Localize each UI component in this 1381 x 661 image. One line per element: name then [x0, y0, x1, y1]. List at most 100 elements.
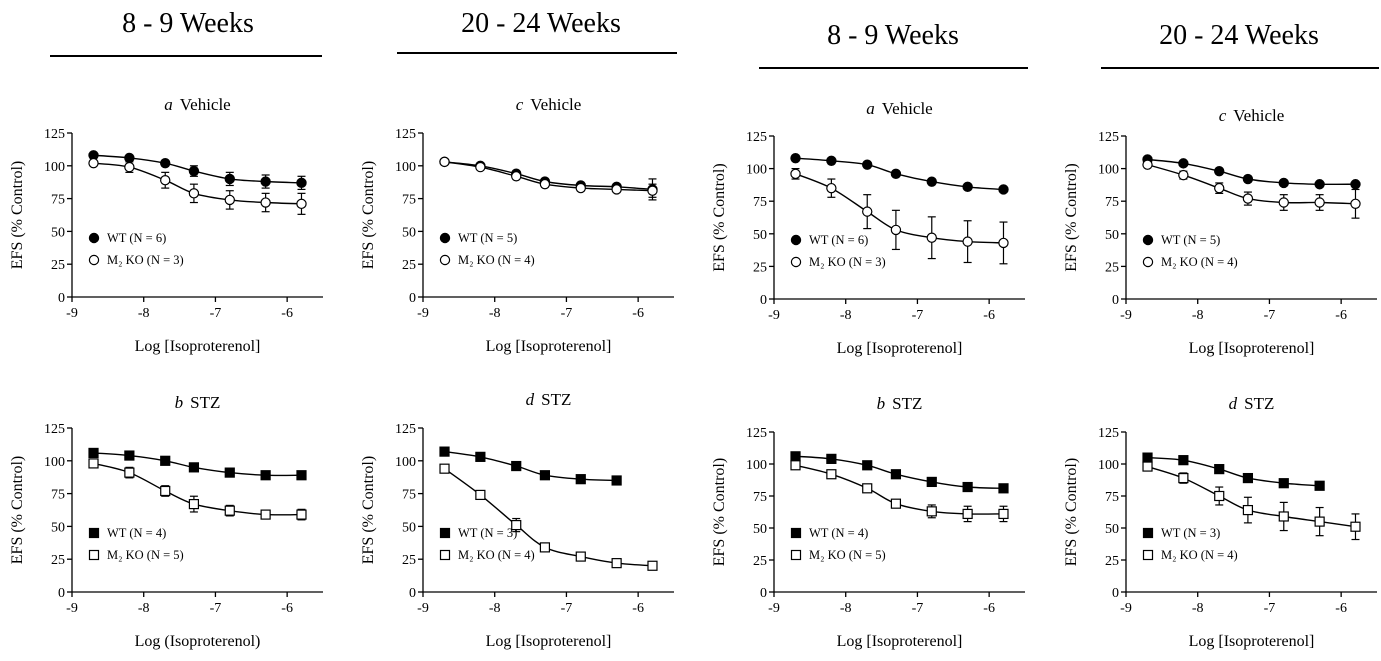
data-point [296, 509, 307, 520]
x-axis-label: Log [Isoproterenol] [486, 338, 612, 355]
data-point [439, 463, 450, 474]
data-point [539, 178, 551, 190]
series [790, 460, 1009, 523]
data-point [1142, 527, 1154, 539]
series [88, 157, 307, 215]
data-point [224, 467, 235, 478]
panel-letter: a [164, 95, 173, 114]
panel-title: STZ [541, 390, 571, 409]
y-tick-label: 75 [402, 193, 416, 208]
data-point [611, 558, 622, 569]
column-header: 8 - 9 Weeks [827, 20, 959, 51]
y-tick-label: 0 [409, 586, 416, 601]
y-tick-label: 0 [1112, 293, 1119, 308]
y-tick-label: 50 [51, 520, 65, 535]
data-point [475, 489, 486, 501]
panel-letter: c [516, 95, 524, 114]
data-point [1142, 452, 1153, 463]
x-tick-label: -8 [1192, 601, 1204, 616]
y-tick-label: 25 [51, 553, 65, 568]
panel-title: STZ [1244, 394, 1274, 413]
data-point [647, 185, 658, 196]
data-point [962, 508, 973, 520]
x-tick-label: -9 [66, 306, 78, 321]
x-tick-label: -6 [983, 601, 995, 616]
data-point [439, 527, 451, 539]
y-tick-label: 50 [753, 228, 767, 243]
data-point [88, 458, 99, 469]
data-point [790, 256, 802, 268]
series [1142, 452, 1325, 491]
series [790, 168, 1009, 265]
y-tick-label: 100 [1098, 458, 1119, 473]
data-point [1142, 234, 1154, 246]
data-point [926, 232, 937, 243]
data-point [188, 498, 200, 510]
data-point [998, 237, 1009, 249]
y-tick-label: 25 [402, 258, 416, 273]
panel-title: STZ [892, 394, 922, 413]
y-tick-label: 75 [753, 490, 767, 505]
y-axis-label: EFS (% Control) [9, 456, 26, 564]
data-point [88, 157, 99, 169]
data-point [1142, 549, 1154, 561]
data-point [511, 171, 522, 182]
legend-item: M₂ KO (N = 5) [790, 548, 886, 562]
y-tick-label: 25 [402, 553, 416, 568]
panel-title: STZ [190, 393, 220, 412]
data-point [160, 157, 171, 169]
data-point [826, 469, 837, 480]
data-point [88, 527, 100, 539]
data-point [160, 455, 171, 466]
data-point [439, 549, 451, 561]
legend-label: M₂ KO (N = 5) [107, 548, 184, 562]
panel-title: Vehicle [180, 95, 231, 114]
x-tick-label: -6 [1335, 308, 1347, 323]
data-point [160, 485, 171, 497]
data-point [998, 184, 1009, 195]
data-point [962, 481, 973, 493]
x-axis-label: Log [Isoproterenol] [135, 338, 261, 355]
y-tick-label: 0 [409, 291, 416, 306]
data-point [439, 446, 450, 457]
data-point [647, 560, 658, 571]
x-tick-label: -9 [66, 601, 78, 616]
x-tick-label: -7 [1264, 601, 1276, 616]
data-point [611, 475, 622, 486]
series [439, 446, 622, 486]
legend-item: M₂ KO (N = 4) [439, 253, 535, 267]
y-tick-label: 100 [1098, 163, 1119, 178]
x-tick-label: -7 [912, 601, 924, 616]
data-point [124, 467, 135, 478]
data-point [296, 177, 307, 189]
panel-letter: d [1229, 394, 1238, 413]
legend-label: WT (N = 3) [458, 526, 517, 540]
data-point [1178, 472, 1189, 484]
x-tick-label: -6 [281, 601, 293, 616]
data-point [862, 483, 873, 494]
y-tick-label: 0 [760, 293, 767, 308]
data-point [539, 542, 551, 553]
y-tick-label: 50 [402, 520, 416, 535]
y-tick-label: 25 [753, 554, 767, 569]
legend-label: M₂ KO (N = 4) [458, 253, 535, 267]
data-point [188, 188, 200, 199]
series [1142, 159, 1361, 219]
legend-item: WT (N = 3) [1142, 526, 1220, 540]
legend-label: M₂ KO (N = 4) [1161, 255, 1238, 269]
x-tick-label: -6 [983, 308, 995, 323]
legend-item: WT (N = 4) [790, 526, 868, 540]
data-point [88, 549, 100, 561]
y-tick-label: 0 [1112, 586, 1119, 601]
data-point [539, 470, 551, 481]
data-point [511, 460, 522, 472]
data-point [826, 453, 837, 464]
y-tick-label: 125 [746, 426, 767, 441]
data-point [296, 470, 307, 481]
legend-item: M₂ KO (N = 3) [790, 255, 886, 269]
x-axis-label: Log [Isoproterenol] [837, 633, 963, 650]
fit-curve [444, 450, 617, 482]
y-tick-label: 50 [402, 225, 416, 240]
y-tick-label: 50 [753, 522, 767, 537]
